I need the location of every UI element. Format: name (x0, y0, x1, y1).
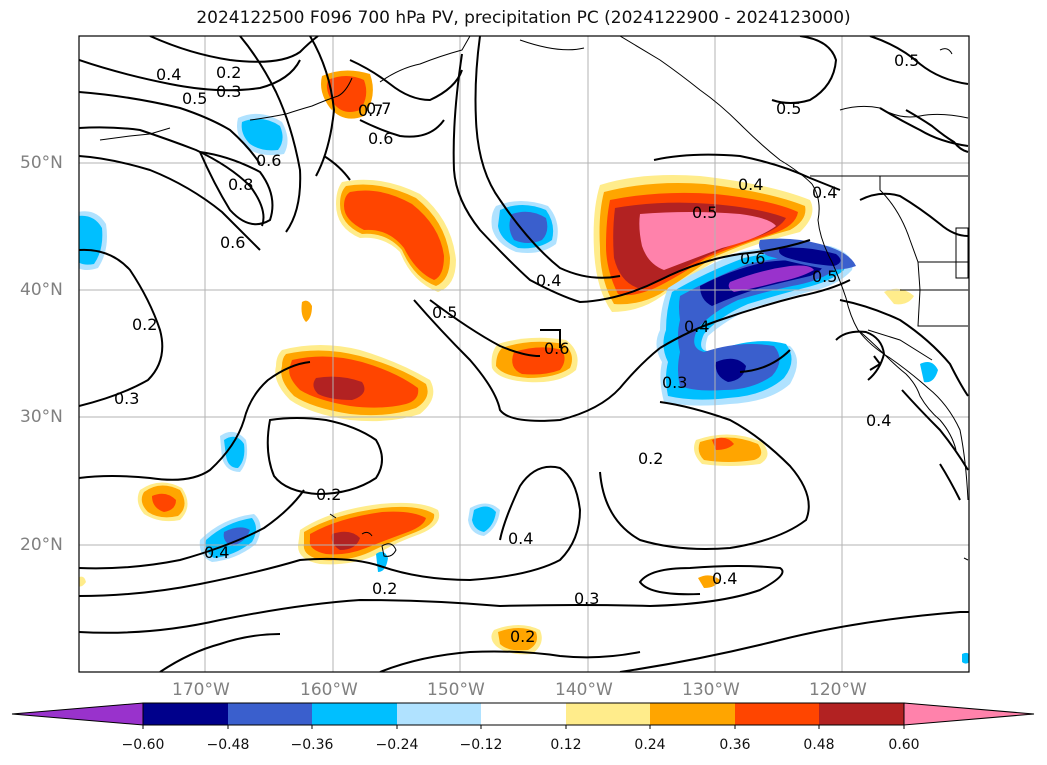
contour-label: 0.5 (692, 203, 717, 222)
colorbar-tick-label: −0.60 (121, 737, 165, 753)
contour-label: 0.5 (812, 267, 837, 286)
contour-label: 0.3 (662, 373, 687, 392)
lat-label: 30°N (20, 407, 63, 427)
contour-label: 0.4 (508, 529, 533, 548)
contour-label: 0.3 (114, 389, 139, 408)
contour-labels: 0.2 0.3 0.4 0.5 0.6 0.7 0.8 0.5 0.7 0.6 … (114, 51, 919, 646)
lon-label: 160°W (300, 680, 358, 700)
lat-label: 50°N (20, 153, 63, 173)
contour-label: 0.6 (544, 339, 569, 358)
lon-label: 150°W (427, 680, 485, 700)
colorbar-tick-label: 0.24 (634, 737, 666, 753)
colorbar-swatch (312, 703, 397, 725)
colorbar-tick-label: 0.36 (719, 737, 751, 753)
coastlines (99, 36, 969, 561)
colorbar-swatch (228, 703, 312, 725)
contour-label: 0.6 (740, 249, 765, 268)
contour-label: 0.4 (712, 569, 737, 588)
colorbar-tick-label: −0.48 (206, 737, 250, 753)
contour-label: 0.8 (228, 175, 253, 194)
lon-label: 170°W (172, 680, 230, 700)
colorbar-swatch (566, 703, 650, 725)
colorbar-swatch (735, 703, 819, 725)
colorbar-tick-label: 0.60 (888, 737, 920, 753)
contour-label: 0.4 (684, 317, 709, 336)
lon-label: 120°W (809, 680, 867, 700)
contour-label: 0.2 (316, 485, 341, 504)
contour-label: 0.2 (132, 315, 157, 334)
contour-label: 0.6 (368, 129, 393, 148)
contour-label: 0.2 (510, 627, 535, 646)
colorbar-swatch (397, 703, 481, 725)
contour-label: 0.3 (216, 82, 241, 101)
contour-label: 0.4 (812, 183, 837, 202)
contour-label: 0.2 (216, 63, 241, 82)
colorbar-tick-label: −0.12 (459, 737, 503, 753)
colorbar-tick-label: 0.48 (803, 737, 835, 753)
colorbar-swatch (819, 703, 904, 725)
lon-label: 130°W (682, 680, 740, 700)
colorbar-extend-high (903, 702, 1035, 726)
contour-label: 0.7 (366, 99, 391, 118)
contour-label: 0.5 (432, 303, 457, 322)
lat-label: 40°N (20, 280, 63, 300)
contour-label: 0.4 (738, 175, 763, 194)
contour-label: 0.2 (638, 449, 663, 468)
contour-label: 0.5 (894, 51, 919, 70)
colorbar-swatch (650, 703, 735, 725)
colorbar-tick-label: −0.36 (290, 737, 334, 753)
map-frame (78, 35, 970, 673)
colorbar-tick-label: 0.12 (550, 737, 582, 753)
contour-label: 0.5 (182, 89, 207, 108)
contour-label: 0.6 (220, 233, 245, 252)
contour-label: 0.3 (574, 589, 599, 608)
colorbar-extend-low (11, 702, 144, 726)
colorbar-swatch (143, 703, 228, 725)
colorbar-tick-label: −0.24 (375, 737, 419, 753)
contour-label: 0.7 (358, 101, 383, 120)
contour-label: 0.4 (536, 271, 561, 290)
map-panel: 0.2 0.3 0.4 0.5 0.6 0.7 0.8 0.5 0.7 0.6 … (79, 36, 969, 672)
contour-label: 0.2 (372, 579, 397, 598)
contour-label: 0.4 (866, 411, 891, 430)
contour-label: 0.4 (156, 65, 181, 84)
pv-contours (79, 36, 969, 672)
lat-label: 20°N (20, 535, 63, 555)
lon-label: 140°W (555, 680, 613, 700)
colorbar-swatch (481, 703, 566, 725)
map-title: 2024122500 F096 700 hPa PV, precipitatio… (196, 8, 851, 28)
contour-label: 0.5 (776, 99, 801, 118)
colorbar (11, 702, 1035, 729)
contour-label: 0.6 (256, 151, 281, 170)
contour-label: 0.4 (204, 543, 229, 562)
